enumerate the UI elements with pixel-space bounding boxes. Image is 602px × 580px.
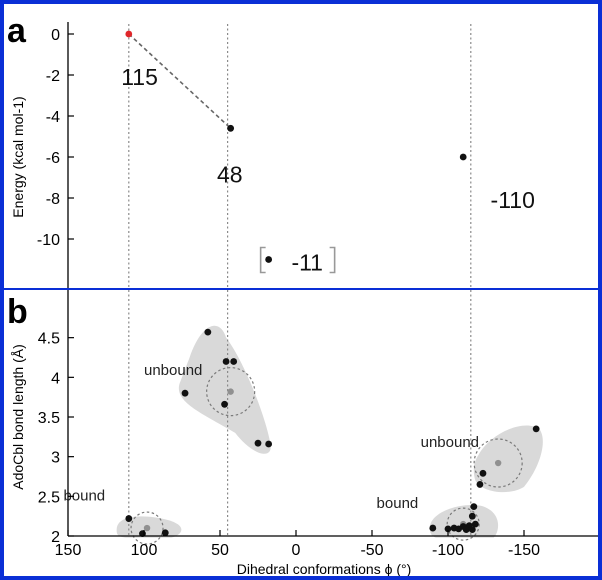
bracket-right [329,246,336,274]
point-b-4 [221,400,228,408]
panel-a: 0 -2 -4 -6 -8 -10 Energy (kcal mol-1) a 115 48 -11… [7,12,535,289]
y-tick-label-b-4: 4 [51,370,60,387]
y-axis-label-a: Energy (kcal mol-1) [10,96,26,217]
y-tick-label-b-1: 2.5 [38,489,60,506]
annotation-3: -11 [291,250,323,276]
point-b-2 [230,358,238,365]
y-tick-label-a-3: -6 [46,150,60,167]
point-b-17 [429,524,437,532]
cluster-ring-0 [206,367,256,417]
y-tick-label-b-0: 2 [51,529,60,546]
y-tick-label-b-5: 4.5 [38,331,60,348]
point-a-1 [227,124,235,132]
point-b-7 [125,515,133,522]
point-b-9 [161,529,169,537]
point-b-23 [468,526,476,534]
panel-label-b: b [7,293,28,331]
point-b-11 [479,469,487,477]
point-a-0 [125,30,133,38]
cluster-label-1: bound [63,487,105,504]
point-a-2 [459,153,467,161]
y-tick-label-b-3: 3.5 [38,410,60,427]
bracket-left [259,246,266,274]
x-tick-label-4: -50 [360,542,383,559]
point-b-6 [265,440,273,448]
x-tick-label-2: 50 [211,542,229,559]
cluster-ring-2 [473,438,523,488]
x-tick-label-5: -100 [432,542,464,559]
point-a-3 [265,256,273,263]
cluster-center-2 [494,459,502,467]
connector-line [128,33,232,129]
y-tick-label-b-2: 3 [51,450,60,467]
cluster-center-1 [143,524,151,532]
x-tick-label-1: 100 [131,542,158,559]
cluster-label-2: unbound [421,434,479,451]
point-b-1 [222,358,230,365]
y-tick-label-a-5: -10 [37,232,60,249]
point-b-14 [468,512,476,520]
cluster-center-0 [227,388,234,395]
point-b-12 [476,481,484,488]
point-b-3 [181,389,189,397]
point-b-22 [462,526,470,534]
x-tick-label-0: 150 [55,542,82,559]
annotation-1: 48 [217,161,243,187]
panel-label-a: a [7,12,27,50]
cluster-label-0: unbound [144,362,202,379]
cluster-ring-1 [130,511,164,545]
point-b-0 [204,328,212,336]
panel-b: unbound bound unbound bound 2 2.5 3 3.5 4 4.5 150 1… [7,288,600,577]
point-b-13 [470,503,478,511]
cluster-blob-2 [473,425,543,493]
x-axis-label: Dihedral conformations ϕ (°) [237,561,412,577]
y-tick-label-a-4: -8 [46,191,60,208]
x-tick-label-6: -150 [508,542,540,559]
x-tick-label-3: 0 [292,542,301,559]
annotation-0: 115 [121,64,158,90]
point-b-16 [471,520,479,528]
y-tick-label-a-1: -2 [46,68,60,85]
cluster-ring-3 [446,507,480,541]
annotation-2: -110 [491,187,535,213]
cluster-blob-0 [178,325,271,454]
cluster-label-3: bound [377,495,419,512]
y-axis-label-b: AdoCbl bond length (Å) [10,344,26,490]
y-tick-label-a-0: 0 [51,27,60,44]
point-b-10 [532,425,540,433]
point-b-18 [444,525,452,533]
point-b-5 [254,439,262,447]
y-tick-label-a-2: -4 [46,109,60,126]
